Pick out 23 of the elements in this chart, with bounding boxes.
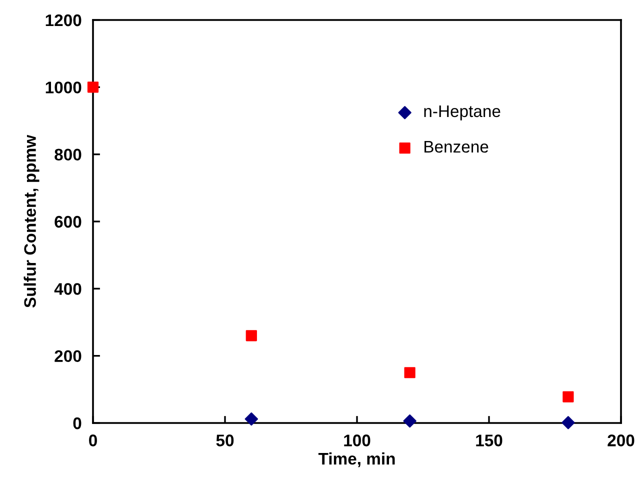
y-tick-label: 800: [54, 148, 82, 161]
y-tick-label: 200: [54, 350, 82, 362]
point: [87, 82, 99, 93]
legend-label: Benzene: [424, 141, 488, 153]
x-tick-label: 0: [89, 434, 97, 446]
x-tick-label: 50: [216, 434, 234, 446]
y-tick-label: 400: [54, 283, 82, 295]
point: [403, 414, 416, 428]
point: [404, 367, 416, 378]
y-tick-label: 0: [73, 417, 82, 430]
x-tick-label: 200: [608, 434, 634, 446]
y-tick-label: 1200: [46, 14, 82, 26]
y-tick-label: 600: [54, 216, 82, 228]
x-tick-label: 100: [344, 434, 370, 446]
y-tick-label: 1000: [46, 82, 82, 94]
point: [246, 330, 257, 342]
y-axis-title: Sulfur Content, ppmw: [24, 134, 40, 308]
point: [244, 412, 258, 426]
point: [562, 416, 575, 430]
legend-label: n-Heptane: [424, 105, 500, 120]
x-axis-title: Time, min: [318, 452, 395, 468]
x-tick-label: 150: [476, 434, 502, 446]
point: [562, 391, 574, 402]
